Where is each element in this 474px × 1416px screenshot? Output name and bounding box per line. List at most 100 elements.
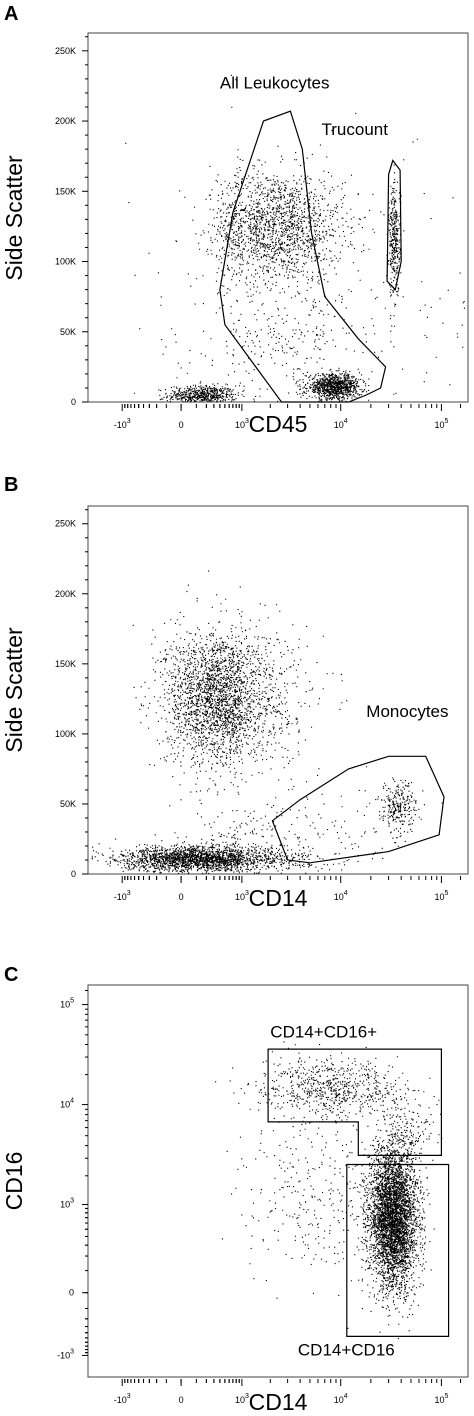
y-tick-label: 250K — [55, 46, 76, 56]
tick-exponent: 3 — [127, 890, 131, 897]
panel-letter: A — [4, 3, 18, 25]
population-dots — [288, 367, 370, 403]
y-tick-label: 200K — [55, 589, 76, 599]
panel-c: C CD14+CD16+CD14+CD16 -103 0 103 104 105-103… — [1, 964, 469, 1415]
gates: Monocytes — [271, 702, 449, 864]
y-tick-label: 104 — [60, 1098, 74, 1110]
tick-exponent: 5 — [444, 1393, 448, 1400]
tick-exponent: 5 — [444, 890, 448, 897]
x-tick-label: 104 — [334, 890, 348, 902]
tick-base: 10 — [334, 420, 344, 430]
gate-label: All Leukocytes — [220, 74, 330, 93]
tick-exponent: 4 — [344, 418, 348, 425]
y-tick-label: 50K — [60, 799, 76, 809]
tick-exponent: 3 — [70, 1198, 74, 1205]
x-axis-title: CD14 — [249, 1389, 308, 1415]
tick-base: 10 — [60, 1100, 70, 1110]
tick-exponent: 3 — [127, 1393, 131, 1400]
gate-polygon — [219, 110, 387, 403]
x-tick-label: 103 — [235, 890, 249, 902]
y-tick-label: 100K — [55, 257, 76, 267]
tick-exponent: 5 — [70, 998, 74, 1005]
gate-polygon — [346, 1163, 450, 1338]
tick-exponent: 3 — [70, 1348, 74, 1355]
tick-base: 10 — [235, 892, 245, 902]
gate-label: Monocytes — [366, 702, 448, 721]
gates: CD14+CD16+ CD14+CD16 — [267, 1023, 450, 1359]
tick-exponent: 3 — [127, 418, 131, 425]
x-tick-label: 105 — [434, 418, 448, 430]
y-tick-label: 0 — [71, 397, 76, 407]
y-tick-label: 0 — [69, 1288, 74, 1298]
x-axis-title: CD45 — [249, 411, 308, 437]
tick-base: 10 — [434, 420, 444, 430]
x-tick-label: 0 — [179, 1395, 184, 1405]
gate-label: Trucount — [322, 120, 389, 139]
tick-exponent: 4 — [344, 1393, 348, 1400]
tick-base: 10 — [235, 420, 245, 430]
y-tick-label: 50K — [60, 327, 76, 337]
tick-base: 0 — [179, 420, 184, 430]
y-axis-title: Side Scatter — [1, 627, 27, 753]
gate-polygon — [386, 159, 402, 291]
x-tick-label: 0 — [179, 892, 184, 902]
population-dots — [375, 777, 425, 847]
tick-base: 10 — [235, 1395, 245, 1405]
x-tick-label: -103 — [114, 418, 131, 430]
tick-exponent: 5 — [444, 418, 448, 425]
scatter-dots — [215, 1041, 443, 1340]
y-tick-label: 103 — [60, 1198, 74, 1210]
tick-exponent: 3 — [245, 418, 249, 425]
panel-b: B Monocytes -103 0 103 104 105050K100K150K20… — [1, 474, 469, 911]
tick-exponent: 3 — [245, 1393, 249, 1400]
x-tick-label: 104 — [334, 418, 348, 430]
population-dots — [217, 766, 443, 866]
tick-base: 0 — [179, 1395, 184, 1405]
x-tick-label: 105 — [434, 1393, 448, 1405]
tick-base: -10 — [57, 1350, 70, 1360]
tick-exponent: 4 — [344, 890, 348, 897]
population-dots — [133, 382, 261, 403]
tick-base: 10 — [434, 892, 444, 902]
plot-frame — [87, 32, 469, 403]
population-dots — [91, 834, 384, 875]
y-tick-label: 0 — [71, 869, 76, 879]
y-axis-title: CD16 — [1, 1152, 27, 1211]
y-tick-label: 105 — [60, 998, 74, 1010]
y-axis-title: Side Scatter — [1, 155, 27, 281]
scatter-dots — [91, 570, 443, 875]
tick-base: -10 — [114, 892, 127, 902]
x-tick-label: 0 — [179, 420, 184, 430]
gates: All Leukocytes Trucount — [219, 74, 402, 403]
x-tick-label: -103 — [114, 1393, 131, 1405]
x-tick-label: 104 — [334, 1393, 348, 1405]
panel-letter: C — [4, 964, 18, 986]
tick-base: -10 — [114, 420, 127, 430]
x-tick-label: 103 — [235, 418, 249, 430]
tick-base: 10 — [334, 1395, 344, 1405]
gate-label: CD14+CD16 — [298, 1340, 395, 1359]
population-dots — [347, 1094, 435, 1340]
y-tick-label: 250K — [55, 519, 76, 529]
gate-label: CD14+CD16+ — [270, 1023, 377, 1042]
tick-base: 10 — [60, 1200, 70, 1210]
tick-base: 10 — [334, 892, 344, 902]
gate-polygon — [267, 1048, 442, 1157]
gate-polygon — [271, 755, 445, 864]
tick-base: 10 — [60, 1000, 70, 1010]
x-tick-label: 103 — [235, 1393, 249, 1405]
y-tick-label: 150K — [55, 186, 76, 196]
y-tick-label: 200K — [55, 116, 76, 126]
tick-exponent: 4 — [70, 1098, 74, 1105]
x-axis-title: CD14 — [249, 885, 308, 911]
tick-base: -10 — [114, 1395, 127, 1405]
tick-base: 10 — [434, 1395, 444, 1405]
x-tick-label: -103 — [114, 890, 131, 902]
tick-exponent: 3 — [245, 890, 249, 897]
y-tick-label: 100K — [55, 729, 76, 739]
